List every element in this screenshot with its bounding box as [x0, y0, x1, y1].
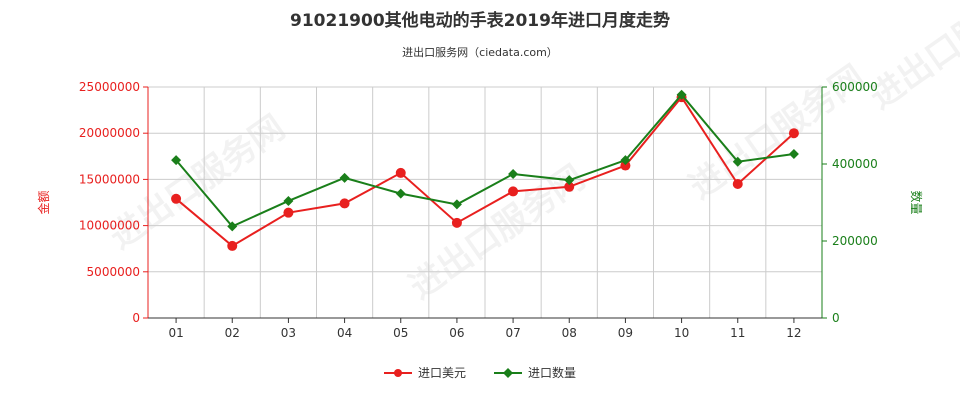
- y-left-tick-label: 0: [132, 311, 140, 325]
- data-point-import-quantity: [395, 188, 406, 199]
- y-left-tick-label: 5000000: [87, 265, 140, 279]
- x-tick-label: 06: [449, 326, 464, 340]
- legend-item-import-quantity[interactable]: 进口数量: [494, 364, 576, 381]
- x-tick-label: 07: [505, 326, 520, 340]
- y-left-tick-label: 10000000: [79, 219, 140, 233]
- y-right-tick-label: 0: [832, 311, 840, 325]
- legend-swatch-import-quantity: [494, 367, 522, 378]
- x-tick-label: 08: [562, 326, 577, 340]
- data-point-import-value: [339, 198, 350, 209]
- data-point-import-quantity: [732, 156, 743, 167]
- y-left-tick-label: 15000000: [79, 172, 140, 186]
- chart-title: 91021900其他电动的手表2019年进口月度走势: [290, 11, 670, 31]
- legend-label-import-value: 进口美元: [417, 366, 466, 380]
- data-point-import-value: [732, 179, 743, 190]
- y-right-axis-label: 数量: [909, 190, 924, 214]
- data-point-import-quantity: [451, 199, 462, 210]
- data-point-import-quantity: [339, 172, 350, 183]
- data-point-import-value: [451, 217, 462, 228]
- data-point-import-value: [227, 240, 238, 251]
- data-point-import-quantity: [788, 148, 799, 159]
- data-point-import-quantity: [508, 169, 519, 180]
- x-tick-label: 10: [674, 326, 689, 340]
- data-point-import-value: [283, 207, 294, 218]
- axes: 0 5000000 10000000 15000000 20000000 25000000…: [36, 80, 924, 340]
- x-tick-label: 01: [168, 326, 183, 340]
- x-tick-label: 09: [618, 326, 633, 340]
- series-line-import-quantity: [175, 93, 795, 228]
- y-left-tick-label: 25000000: [79, 80, 140, 94]
- x-tick-label: 05: [393, 326, 408, 340]
- x-tick-label: 12: [786, 326, 801, 340]
- series: [171, 89, 799, 251]
- x-tick-label: 03: [281, 326, 296, 340]
- data-point-import-value: [171, 193, 182, 204]
- data-point-import-value: [508, 186, 519, 197]
- data-point-import-value: [788, 128, 799, 139]
- legend: 进口美元 进口数量: [0, 364, 960, 381]
- x-tick-label: 02: [225, 326, 240, 340]
- data-point-import-quantity: [283, 195, 294, 206]
- y-left-axis-label: 金额: [36, 190, 51, 214]
- y-right-tick-label: 400000: [832, 157, 878, 171]
- data-point-import-value: [620, 160, 631, 171]
- data-point-import-quantity: [564, 175, 575, 186]
- legend-label-import-quantity: 进口数量: [528, 366, 577, 380]
- y-left-tick-label: 20000000: [79, 126, 140, 140]
- legend-item-import-value[interactable]: 进口美元: [383, 364, 466, 381]
- y-right-tick-label: 600000: [832, 80, 878, 94]
- legend-swatch-import-value: [383, 368, 412, 377]
- data-point-import-value: [395, 167, 406, 178]
- data-point-import-quantity: [676, 89, 687, 100]
- y-right-tick-label: 200000: [832, 234, 878, 248]
- data-point-import-quantity: [171, 155, 182, 166]
- watermark-text: 进出口服务网: [862, 0, 960, 117]
- chart-subtitle: 进出口服务网（ciedata.com）: [402, 46, 558, 59]
- data-point-import-quantity: [620, 155, 631, 166]
- x-tick-label: 04: [337, 326, 352, 340]
- data-point-import-value: [564, 181, 575, 192]
- series-line-import-value: [175, 95, 795, 248]
- x-tick-label: 11: [730, 326, 745, 340]
- data-point-import-quantity: [227, 221, 238, 232]
